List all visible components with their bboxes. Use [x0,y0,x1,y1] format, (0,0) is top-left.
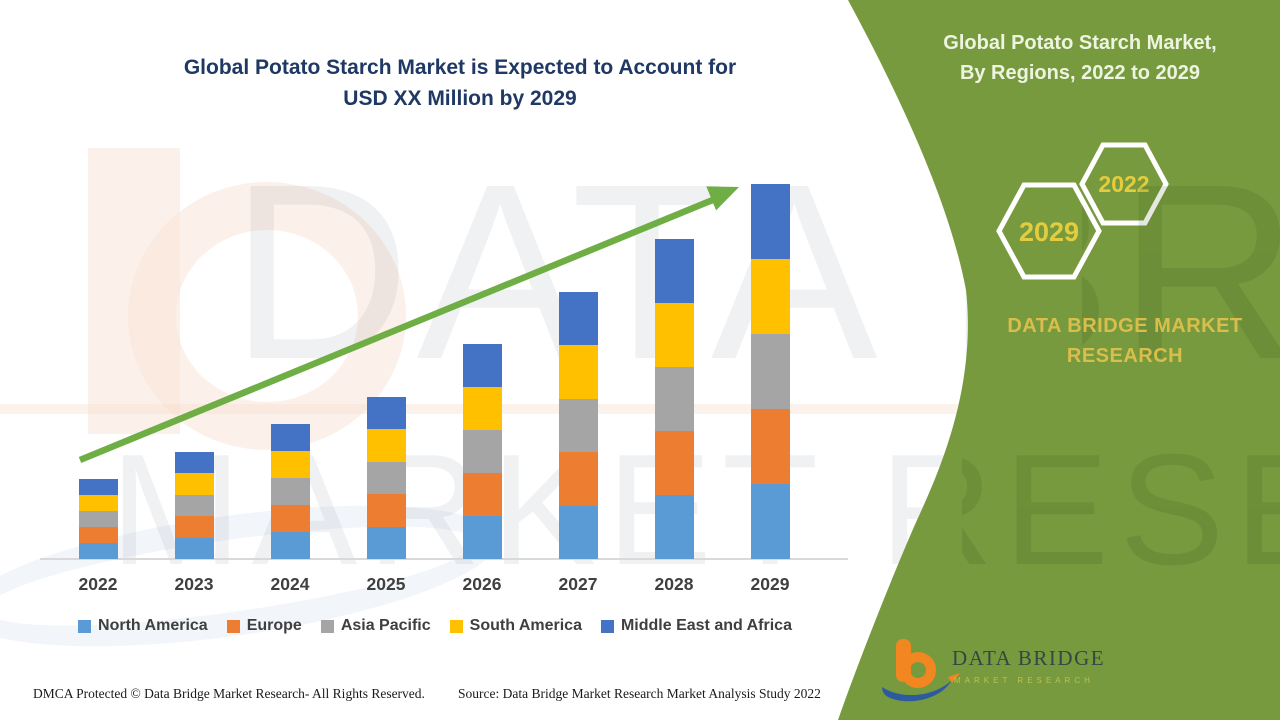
x-axis-label-2023: 2023 [174,574,214,594]
legend-swatch-icon [320,619,334,633]
bar-segment-north-america-2024 [270,532,310,559]
bar-segment-south-america-2026 [462,387,502,430]
bar-segment-asia-pacific-2029 [750,334,790,409]
bar-segment-north-america-2025 [366,526,406,559]
logo-name-text: DATA BRIDGE [952,646,1106,670]
legend-item-middle-east-and-africa: Middle East and Africa [600,617,792,635]
hexagon-2029 [996,182,1102,280]
logo-sub-text: MARKET RESEARCH [954,676,1094,685]
x-axis-label-2024: 2024 [270,574,310,594]
bar-segment-south-america-2025 [366,429,406,462]
panel-title-line1: Global Potato Starch Market, [943,32,1217,54]
bar-segment-europe-2026 [462,473,502,516]
legend-label: North America [98,617,208,634]
x-axis-label-2022: 2022 [78,574,118,594]
watermark-text-line1-green: DATA BRIDGE [230,132,1280,411]
x-axis-label-2027: 2027 [558,574,598,594]
bar-segment-asia-pacific-2022 [78,511,118,527]
bar-segment-north-america-2026 [462,516,502,559]
bar-segment-south-america-2028 [654,303,694,367]
bar-segment-asia-pacific-2026 [462,430,502,473]
bar-segment-middle-east-and-africa-2022 [78,479,118,495]
logo-swoosh [882,680,952,702]
bar-segment-middle-east-and-africa-2026 [462,344,502,387]
bar-segment-europe-2022 [78,527,118,543]
bar-segment-europe-2029 [750,409,790,484]
legend-item-north-america: North America [78,617,208,635]
footer-dmca-text: DMCA Protected © Data Bridge Market Rese… [33,686,425,701]
bar-segment-europe-2024 [270,505,310,532]
footer-source-text: Source: Data Bridge Market Research Mark… [458,686,821,701]
bar-segment-middle-east-and-africa-2027 [558,291,598,345]
brand-wordmark-line1: DATA BRIDGE MARKET [1007,315,1243,337]
bar-segment-asia-pacific-2024 [270,478,310,505]
bar-segment-south-america-2029 [750,259,790,334]
x-axis-label-2029: 2029 [750,574,790,594]
logo-b-bowl [900,652,936,688]
bar-segment-middle-east-and-africa-2023 [174,451,214,473]
hexagon-2029-label: 2029 [1019,217,1079,247]
bar-segment-europe-2025 [366,494,406,527]
bar-segment-middle-east-and-africa-2024 [270,424,310,451]
bar-segment-north-america-2029 [750,484,790,559]
chart-title: Global Potato Starch Market is Expected … [90,52,830,114]
x-axis-label-2028: 2028 [654,574,694,594]
chart-title-line1: Global Potato Starch Market is Expected … [183,56,737,79]
legend-label: Middle East and Africa [620,617,792,634]
trend-arrow-line [78,195,717,464]
hexagon-2022-label: 2022 [1098,171,1149,197]
bar-segment-asia-pacific-2023 [174,494,214,516]
legend-item-asia-pacific: Asia Pacific [320,617,431,635]
bar-segment-middle-east-and-africa-2028 [654,239,694,303]
chart-title-line2: USD XX Million by 2029 [343,87,577,110]
legend-item-europe: Europe [226,617,302,635]
legend-swatch-icon [78,619,92,633]
trend-arrow-head [706,186,739,211]
bar-segment-south-america-2022 [78,495,118,511]
legend-label: Asia Pacific [340,617,431,634]
chart-legend: North America Europe Asia Pacific South Ame… [0,617,870,635]
panel-title-line2: By Regions, 2022 to 2029 [959,62,1201,84]
logo-swoosh-tip [948,673,960,683]
bar-segment-europe-2027 [558,452,598,506]
watermark-text-line2-green: MARKET RESEARCH [879,422,1280,598]
bar-segment-south-america-2023 [174,473,214,495]
legend-item-south-america: South America [449,617,582,635]
legend-label: South America [469,617,582,634]
x-axis-label-2026: 2026 [462,574,502,594]
bar-segment-asia-pacific-2025 [366,461,406,494]
legend-swatch-icon [226,619,240,633]
legend-swatch-icon [449,619,463,633]
bar-segment-middle-east-and-africa-2029 [750,184,790,259]
bar-segment-south-america-2024 [270,451,310,478]
brand-wordmark-line2: RESEARCH [1066,345,1184,367]
green-panel-shape [838,0,1280,720]
bar-segment-north-america-2023 [174,537,214,559]
bar-segment-asia-pacific-2027 [558,398,598,452]
bar-segment-north-america-2028 [654,495,694,559]
bar-segment-europe-2028 [654,431,694,495]
bar-segment-north-america-2027 [558,505,598,559]
panel-title: Global Potato Starch Market, By Regions,… [900,28,1260,88]
x-axis-label-2025: 2025 [366,574,406,594]
bar-segment-europe-2023 [174,516,214,538]
data-bridge-logo-icon [882,639,960,702]
legend-swatch-icon [600,619,614,633]
bar-segment-middle-east-and-africa-2025 [366,396,406,429]
bar-segment-south-america-2027 [558,345,598,399]
bar-segment-north-america-2022 [78,543,118,559]
bar-segment-asia-pacific-2028 [654,367,694,431]
brand-wordmark: DATA BRIDGE MARKET RESEARCH [960,311,1280,371]
hexagon-2022 [1079,142,1169,226]
legend-label: Europe [246,617,302,634]
x-axis-line [40,558,848,560]
